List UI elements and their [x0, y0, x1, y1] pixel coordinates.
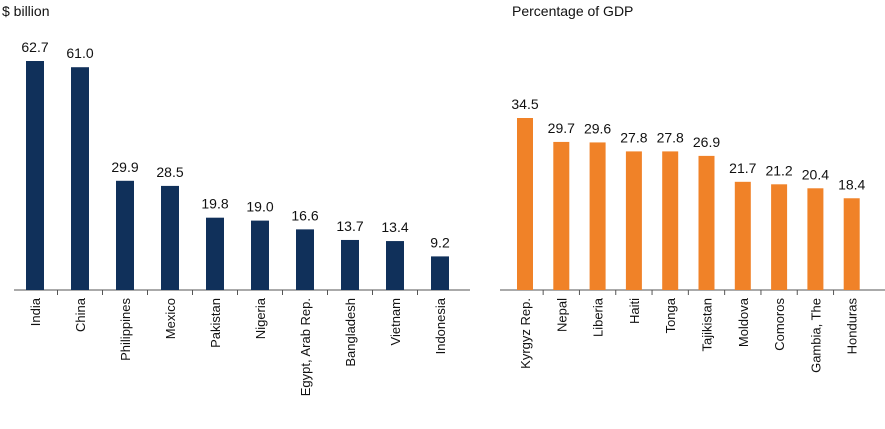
right-bar — [517, 118, 533, 290]
left-value-label: 13.4 — [381, 219, 408, 235]
right-bar — [734, 181, 751, 290]
left-value-label: 19.8 — [201, 196, 228, 212]
left-category-label: Nigeria — [253, 297, 268, 339]
right-bar — [553, 141, 570, 290]
right-category-label: Honduras — [845, 298, 860, 355]
right-chart-unit-label: Percentage of GDP — [512, 3, 633, 19]
left-category-label: Philippines — [118, 298, 133, 361]
right-category-label: Haiti — [627, 298, 642, 324]
right-value-label: 29.7 — [548, 120, 575, 136]
left-bar — [386, 241, 404, 290]
right-value-label: 20.4 — [802, 166, 829, 182]
right-category-label: Tajikistan — [700, 298, 715, 351]
right-value-label: 21.7 — [729, 160, 756, 176]
right-bar — [698, 155, 715, 290]
left-bar-chart: 62.7 India 61.0 China 29.9 Philippines 28.5 Mex… — [14, 39, 470, 396]
right-bar — [662, 151, 679, 290]
left-value-label: 61.0 — [66, 45, 93, 61]
left-value-label: 9.2 — [430, 234, 450, 250]
left-category-label: Mexico — [163, 298, 178, 339]
right-category-label: Liberia — [591, 297, 606, 337]
left-bar — [341, 239, 359, 290]
right-value-label: 21.2 — [765, 162, 792, 178]
left-value-label: 16.6 — [291, 207, 318, 223]
right-value-label: 29.6 — [584, 120, 611, 136]
right-category-label: Nepal — [554, 298, 569, 332]
left-bar — [251, 220, 269, 290]
left-bar — [71, 67, 89, 291]
left-category-label: Egypt, Arab Rep. — [298, 298, 313, 396]
left-category-label: India — [28, 297, 43, 326]
right-bar — [625, 151, 642, 290]
left-bar — [161, 185, 179, 290]
right-bar-chart: 34.5 Kyrgyz Rep. 29.7 Nepal 29.6 Liberia 27.8 H… — [500, 96, 885, 373]
right-value-label: 34.5 — [511, 96, 538, 112]
right-category-label: Tonga — [663, 297, 678, 333]
right-value-label: 27.8 — [620, 129, 647, 145]
right-bar — [589, 142, 606, 290]
right-bar — [771, 184, 788, 290]
right-category-label: Kyrgyz Rep. — [518, 298, 533, 369]
left-category-label: Indonesia — [433, 297, 448, 354]
right-category-label: Moldova — [736, 297, 751, 347]
left-bar — [206, 217, 224, 290]
left-value-label: 13.7 — [336, 218, 363, 234]
left-category-label: Vietnam — [388, 298, 403, 345]
left-bar — [431, 256, 449, 290]
left-category-label: China — [73, 297, 88, 332]
left-value-label: 19.0 — [246, 199, 273, 215]
right-bar — [843, 198, 860, 290]
right-bar — [807, 188, 824, 290]
right-category-label: Comoros — [772, 298, 787, 351]
right-value-label: 27.8 — [657, 129, 684, 145]
left-bar — [26, 61, 44, 290]
left-category-label: Pakistan — [208, 298, 223, 348]
right-value-label: 26.9 — [693, 134, 720, 150]
right-value-label: 18.4 — [838, 176, 865, 192]
left-bar — [296, 229, 314, 290]
left-value-label: 29.9 — [111, 159, 138, 175]
left-chart-unit-label: $ billion — [2, 3, 49, 19]
right-category-label: Gambia, The — [808, 298, 823, 373]
left-value-label: 28.5 — [156, 164, 183, 180]
left-category-label: Bangladesh — [343, 298, 358, 367]
left-value-label: 62.7 — [21, 39, 48, 55]
left-bar — [116, 180, 134, 290]
